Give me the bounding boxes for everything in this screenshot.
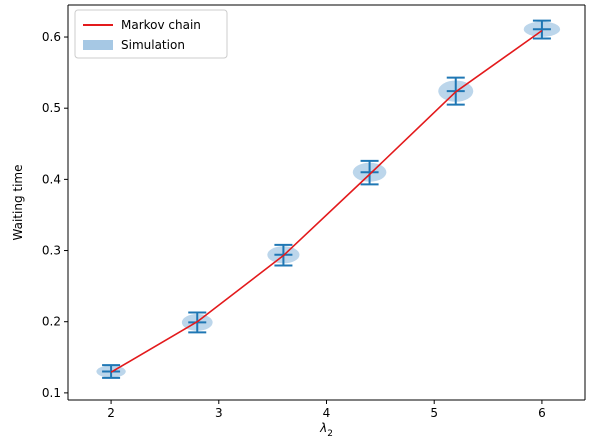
y-tick-label: 0.1 bbox=[42, 386, 61, 400]
x-tick-label: 5 bbox=[430, 406, 438, 420]
legend-label-markov-chain: Markov chain bbox=[121, 18, 201, 32]
y-tick-label: 0.5 bbox=[42, 101, 61, 115]
axes: 2 3 4 5 6 0.1 0.2 0.3 0.4 0.5 0.6 bbox=[42, 4, 586, 420]
markov-chain-line bbox=[110, 29, 543, 373]
y-axis-label: Waiting time bbox=[11, 165, 25, 241]
legend: Markov chain Simulation bbox=[74, 9, 228, 59]
legend-swatch-simulation bbox=[83, 40, 113, 50]
x-axis-label-subscript: 2 bbox=[327, 429, 333, 439]
plot-area bbox=[96, 19, 561, 379]
x-tick-label: 3 bbox=[215, 406, 223, 420]
y-tick-label: 0.6 bbox=[42, 30, 61, 44]
x-axis-label: λ2 bbox=[319, 421, 333, 439]
legend-label-simulation: Simulation bbox=[121, 38, 185, 52]
y-tick-label: 0.2 bbox=[42, 315, 61, 329]
x-tick-label: 2 bbox=[107, 406, 115, 420]
y-tick-label: 0.3 bbox=[42, 244, 61, 258]
x-tick-label: 4 bbox=[323, 406, 331, 420]
y-tick-label: 0.4 bbox=[42, 172, 61, 186]
x-axis-label-base: λ bbox=[319, 421, 327, 435]
x-tick-label: 6 bbox=[538, 406, 546, 420]
